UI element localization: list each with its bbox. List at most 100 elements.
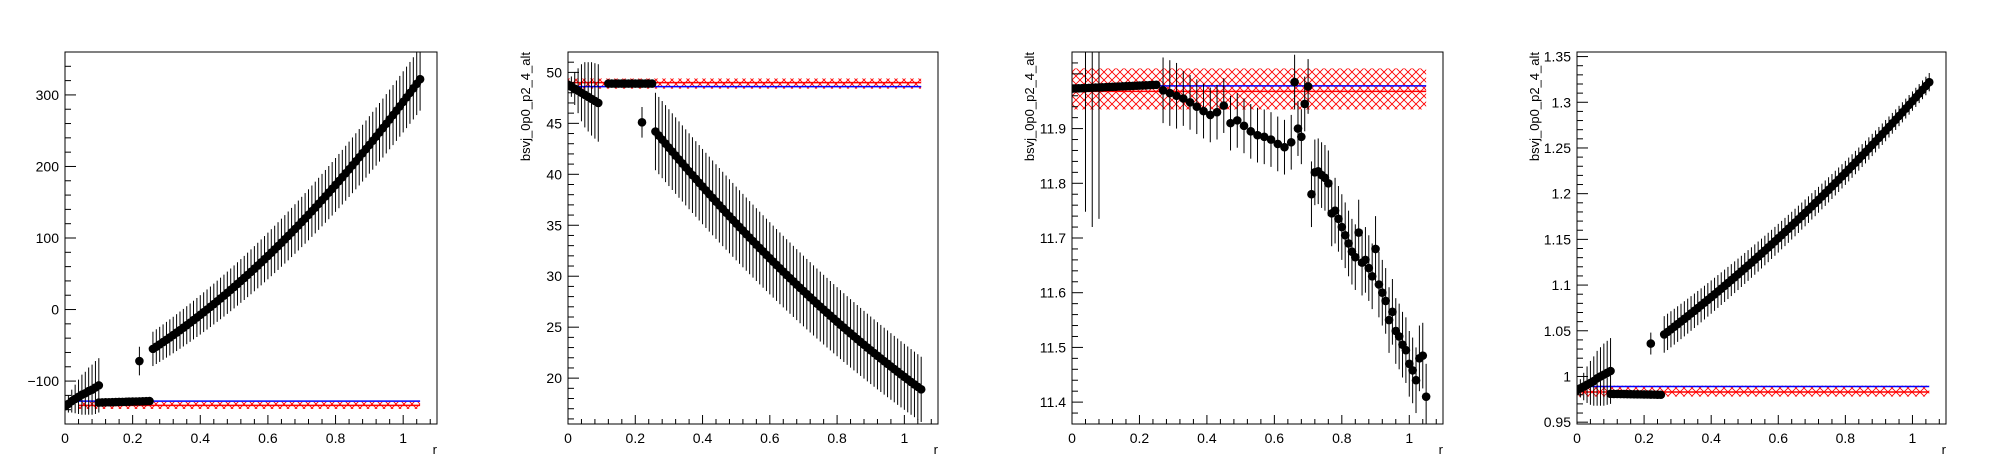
plot-frame <box>1576 51 1947 425</box>
data-point <box>1165 88 1175 98</box>
y-tick-label: 0 <box>51 302 59 318</box>
data-point <box>1401 345 1411 355</box>
y-tick-label: 11.9 <box>1040 121 1066 137</box>
data-point <box>1418 351 1428 360</box>
data-point <box>1606 366 1615 376</box>
data-point <box>1185 98 1195 107</box>
y-tick-label: 20 <box>546 370 562 386</box>
data-point <box>1280 142 1289 152</box>
data-point <box>1334 214 1343 224</box>
data-point <box>1246 127 1256 136</box>
data-point <box>1205 110 1215 120</box>
data-point <box>1253 130 1262 140</box>
x-tick-label: 0.4 <box>693 430 713 446</box>
x-axis-label: r <box>934 442 939 457</box>
data-point <box>1307 189 1316 199</box>
data-point <box>1172 91 1181 101</box>
x-tick-label: 0 <box>1573 430 1581 446</box>
y-tick-label: 1.25 <box>1544 140 1571 156</box>
data-point <box>1337 222 1347 232</box>
x-tick-label: 0.2 <box>626 430 646 446</box>
y-tick-label: 40 <box>546 166 562 182</box>
data-point <box>647 79 657 88</box>
y-tick-label: 11.5 <box>1040 339 1066 355</box>
y-axis-label: bsvj_0p0_p2_4_alt <box>1527 52 1542 162</box>
data-point <box>1374 280 1384 289</box>
data-point <box>1421 392 1431 401</box>
x-tick-label: 0.6 <box>760 430 780 446</box>
uncertainty-band <box>1577 385 1930 397</box>
plot-frame <box>567 51 939 425</box>
data-point <box>135 356 144 366</box>
data-points <box>65 52 425 415</box>
data-points <box>568 62 926 422</box>
x-tick-label: 0 <box>564 430 572 446</box>
x-axis-label: r <box>1439 442 1444 457</box>
data-point <box>1259 132 1269 142</box>
y-tick-label: 1.3 <box>1552 94 1572 110</box>
y-tick-label: 30 <box>546 268 562 284</box>
x-tick-label: 1 <box>900 430 908 446</box>
y-tick-label: 1.1 <box>1552 277 1572 293</box>
panel-2: 0 0.2 0.4 0.6 0.8 1 20 25 30 35 40 45 50 r bsvj_0p0_p2… <box>518 51 939 457</box>
panel-1: 0 0.2 0.4 0.6 0.8 1 −100 0 100 200 300 r <box>27 51 438 457</box>
data-point <box>1297 132 1306 142</box>
y-tick-label: 1.2 <box>1552 186 1572 202</box>
panel-4: 0 0.2 0.4 0.6 0.8 1 0.95 1 1.05 1.1 1.15 1.2 1.25 1.3… <box>1527 49 1947 457</box>
data-point <box>1199 106 1208 116</box>
data-point <box>1404 359 1414 369</box>
y-tick-label: 50 <box>546 64 562 80</box>
data-point <box>1152 80 1161 90</box>
data-point <box>1212 107 1222 117</box>
x-axis-label: r <box>1942 442 1947 457</box>
y-tick-label: 45 <box>546 115 562 131</box>
data-point <box>145 396 154 406</box>
uncertainty-band <box>568 78 922 89</box>
x-tick-label: 0.8 <box>326 430 346 446</box>
data-point <box>1286 137 1296 147</box>
y-axis-label: bsvj_0p0_p2_4_alt <box>1022 52 1037 162</box>
y-axis-label: bsvj_0p0_p2_4_alt <box>518 52 533 162</box>
data-point <box>1354 228 1363 237</box>
data-point <box>593 98 603 108</box>
x-tick-label: 0.6 <box>258 430 278 446</box>
data-point <box>1219 101 1229 110</box>
y-tick-label: 11.6 <box>1040 285 1066 301</box>
data-point <box>1293 124 1303 133</box>
y-tick-label: 11.4 <box>1040 394 1066 410</box>
x-tick-label: 0.2 <box>1634 430 1654 446</box>
y-tick-label: 1.35 <box>1544 49 1571 65</box>
data-points <box>1072 54 1431 424</box>
data-point <box>1158 85 1168 95</box>
panel-3: 0 0.2 0.4 0.6 0.8 1 11.4 11.5 11.6 11.7 11.8 11.9 r b… <box>1022 51 1444 457</box>
data-point <box>1273 139 1283 149</box>
x-tick-label: 0.4 <box>1197 430 1217 446</box>
x-tick-label: 0.4 <box>191 430 211 446</box>
x-tick-label: 0.8 <box>1332 430 1352 446</box>
data-point <box>1340 230 1350 240</box>
x-tick-label: 0.6 <box>1265 430 1285 446</box>
data-point <box>1377 288 1387 298</box>
x-tick-label: 0.2 <box>123 430 143 446</box>
data-point <box>1367 271 1377 281</box>
data-point <box>1300 99 1310 109</box>
data-point <box>1656 390 1666 400</box>
y-tick-label: 1 <box>1563 368 1571 384</box>
data-point <box>1364 263 1374 273</box>
data-point <box>1388 307 1397 317</box>
x-tick-label: 0.4 <box>1701 430 1721 446</box>
y-tick-label: −100 <box>27 373 59 389</box>
data-point <box>1226 118 1235 128</box>
x-tick-label: 0.8 <box>827 430 847 446</box>
y-tick-label: 1.05 <box>1544 323 1571 339</box>
data-point <box>1344 239 1353 248</box>
data-point <box>1381 296 1390 306</box>
data-point <box>1384 315 1394 325</box>
y-tick-label: 35 <box>546 217 562 233</box>
data-point <box>1361 255 1370 265</box>
y-tick-label: 11.7 <box>1040 230 1066 246</box>
data-point <box>94 381 104 390</box>
data-point <box>1179 94 1188 103</box>
x-tick-label: 0.6 <box>1769 430 1789 446</box>
